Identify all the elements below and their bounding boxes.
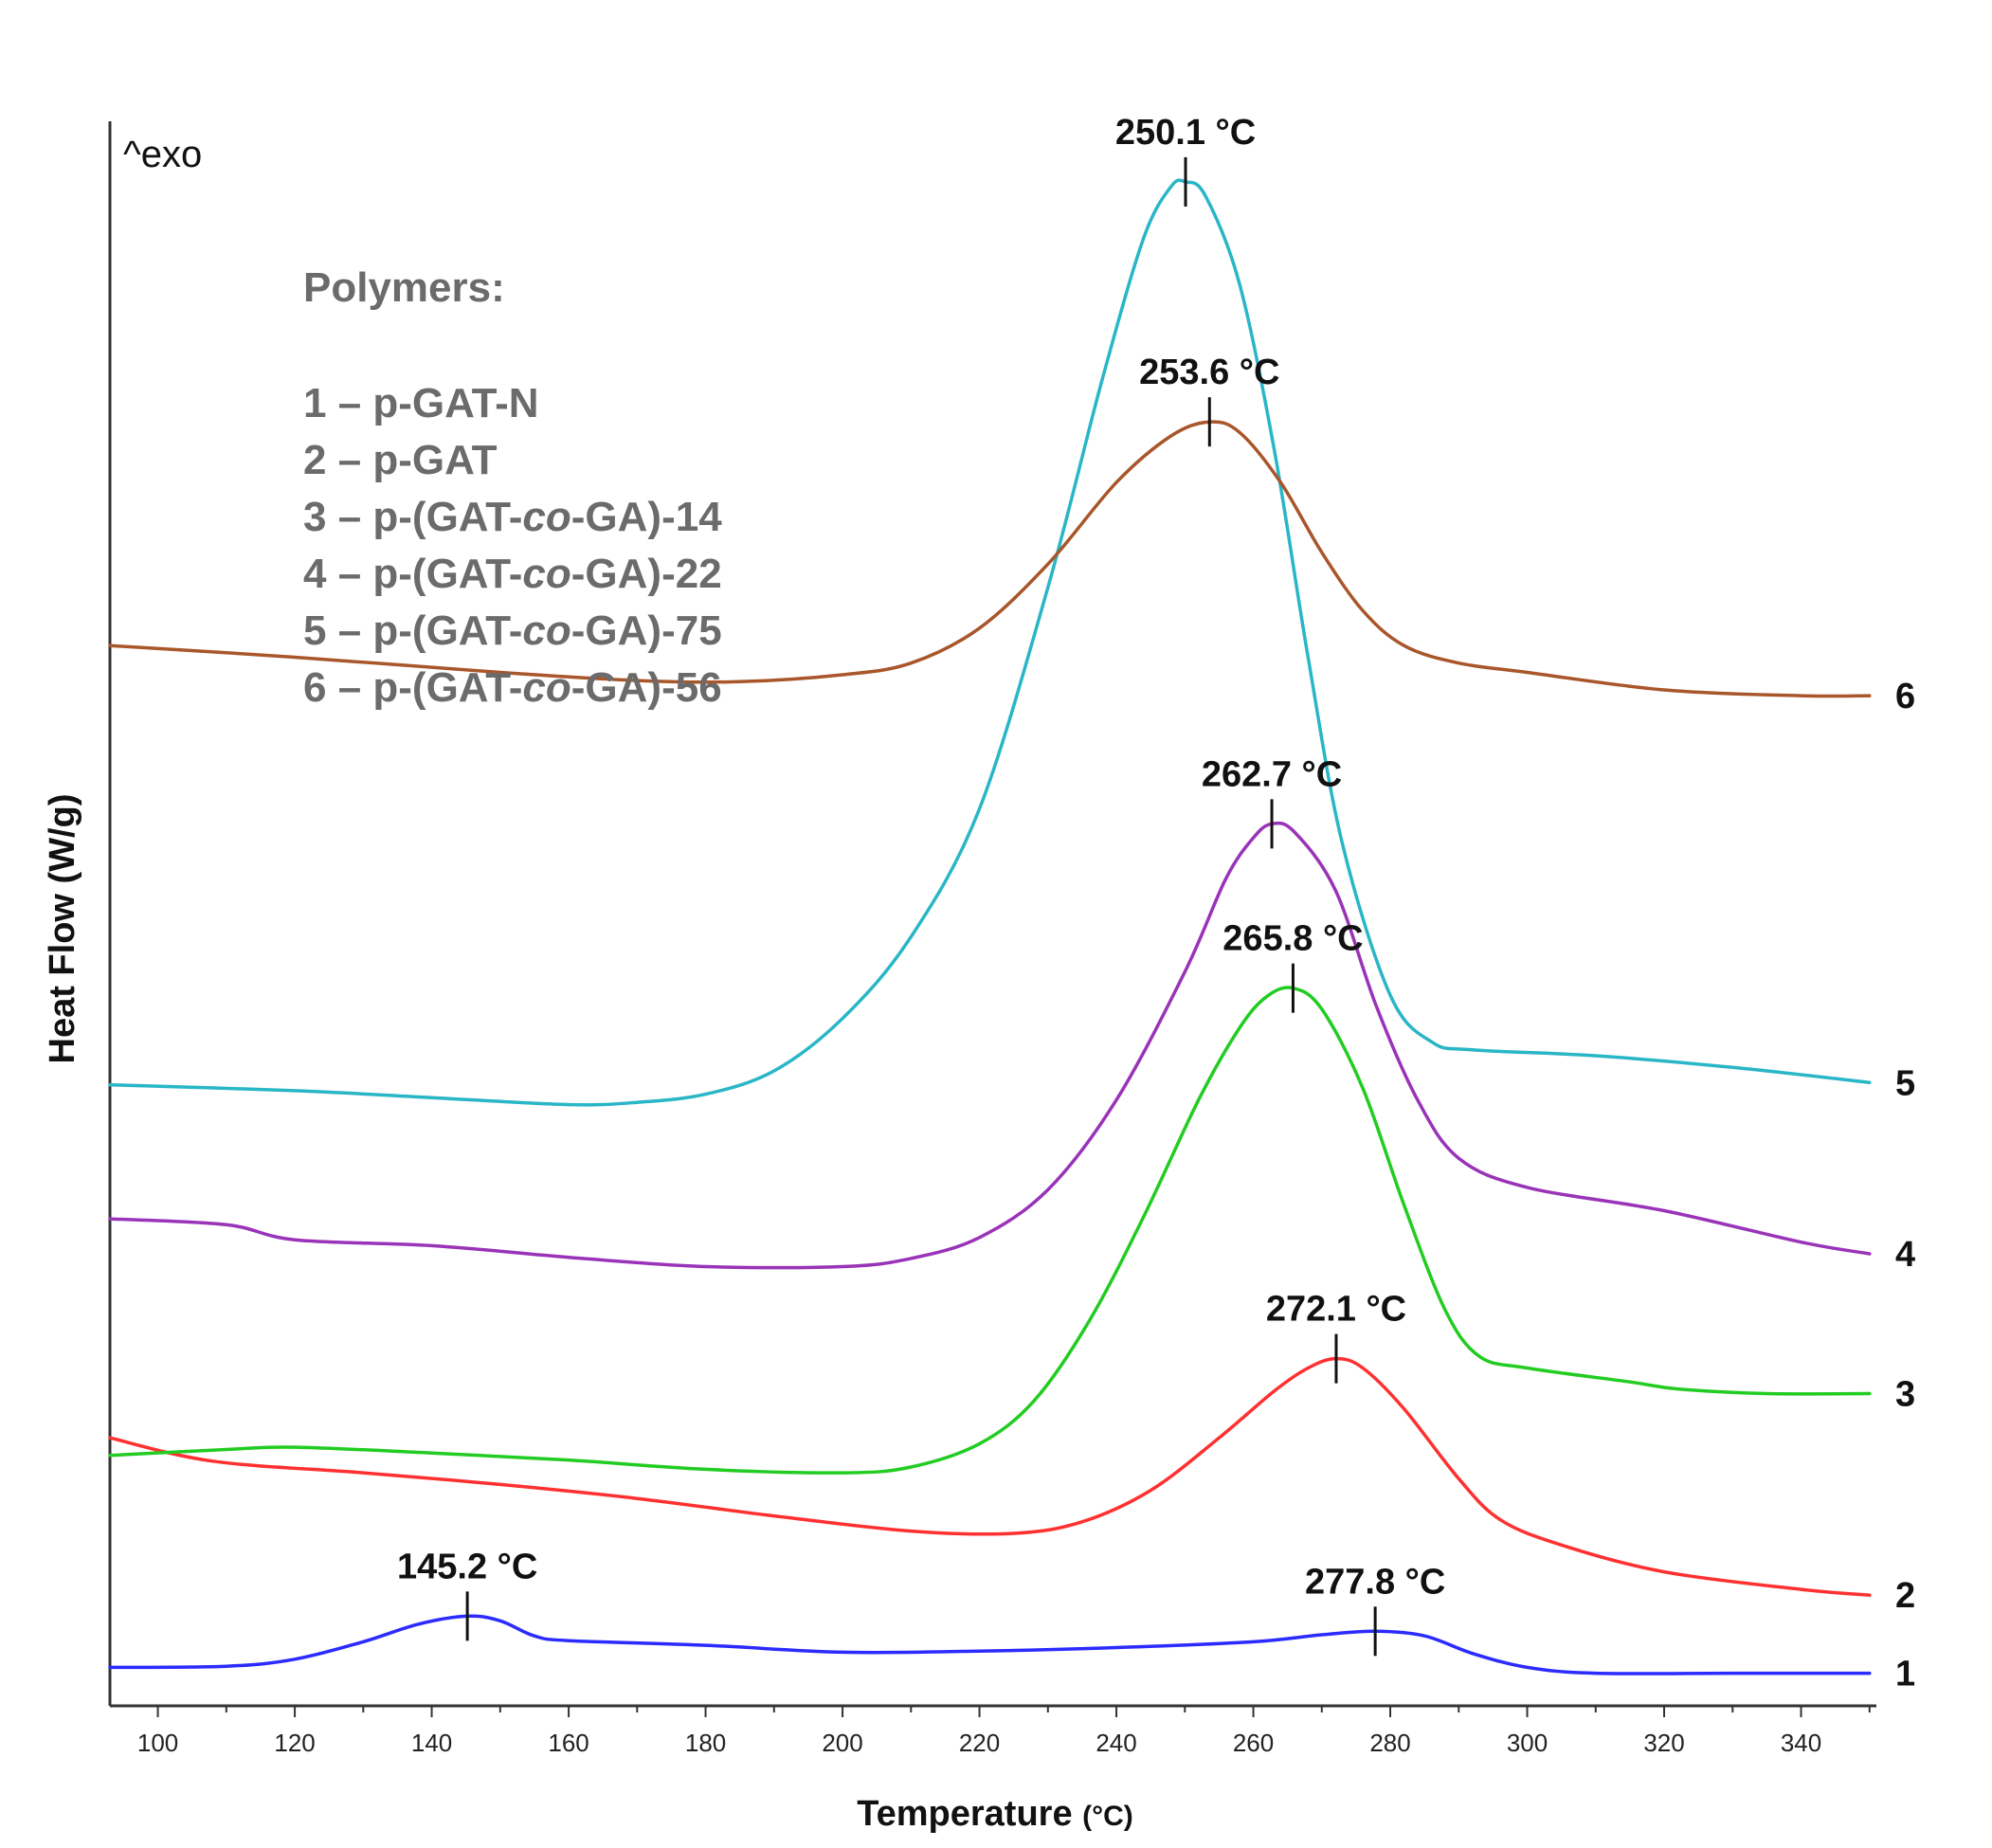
- legend-entry-4: 4 – p-(GAT-co-GA)-22: [303, 551, 722, 597]
- legend-entry-text-1: 1 – p-GAT-N: [303, 380, 539, 426]
- curve-5: [108, 178, 1872, 1107]
- y-axis-title: Heat Flow (W/g): [43, 794, 82, 1064]
- legend: Polymers: 1 – p-GAT-N 2 – p-GAT 3 – p-(GAT…: [303, 264, 722, 711]
- legend-entry-text-4: 4 – p-(GAT-: [303, 551, 522, 597]
- curve-6: [108, 420, 1872, 698]
- x-axis-ticks: 100 120 140 160 180 200 220 240 260 280 300 320 340: [137, 1706, 1871, 1757]
- curve-label-2: 2: [1895, 1576, 1915, 1616]
- x-tick-label-240: 240: [1096, 1729, 1136, 1757]
- x-tick-label-180: 180: [685, 1729, 726, 1757]
- legend-entry-6: 6 – p-(GAT-co-GA)-56: [303, 664, 722, 711]
- legend-entry-italic-5: co: [522, 607, 570, 654]
- curve-4: [108, 821, 1872, 1270]
- peak-label-1-0: 145.2 °C: [397, 1547, 537, 1586]
- legend-entry-text-3: 3 – p-(GAT-: [303, 494, 522, 540]
- x-tick-label-140: 140: [411, 1729, 452, 1757]
- x-tick-label-340: 340: [1781, 1729, 1821, 1757]
- exo-indicator: ^exo: [123, 134, 202, 175]
- peak-label-1-1: 277.8 °C: [1305, 1562, 1445, 1602]
- x-axis-title-unit: (°C): [1082, 1801, 1133, 1832]
- legend-entry-italic-4: co: [522, 551, 570, 597]
- peak-label-2-0: 272.1 °C: [1266, 1290, 1406, 1330]
- legend-entry-2: 2 – p-GAT: [303, 437, 498, 483]
- curve-1: [108, 1614, 1872, 1676]
- peak-markers-layer: 145.2 °C 277.8 °C 272.1 °C 265.8 °C 262.7 °C…: [397, 113, 1445, 1657]
- x-axis-title: Temperature (°C): [857, 1794, 1133, 1834]
- curve-2: [108, 1356, 1872, 1597]
- curve-end-labels: 1 2 3 4 5 6: [1895, 677, 1915, 1694]
- x-tick-label-120: 120: [274, 1729, 315, 1757]
- curve-label-5: 5: [1895, 1063, 1915, 1103]
- legend-entry-italic-6: co: [522, 664, 570, 711]
- peak-label-5-0: 250.1 °C: [1115, 113, 1256, 153]
- curve-label-1: 1: [1895, 1655, 1915, 1694]
- x-tick-label-200: 200: [822, 1729, 862, 1757]
- legend-entry-1: 1 – p-GAT-N: [303, 380, 539, 426]
- x-tick-label-160: 160: [548, 1729, 589, 1757]
- x-tick-label-220: 220: [959, 1729, 1000, 1757]
- curve-3: [108, 986, 1872, 1475]
- legend-entry-text-2: 2 – p-GAT: [303, 437, 498, 483]
- x-tick-label-280: 280: [1369, 1729, 1410, 1757]
- curve-label-6: 6: [1895, 677, 1915, 716]
- legend-entry-suffix-5: -GA)-75: [571, 607, 722, 654]
- x-tick-label-320: 320: [1643, 1729, 1684, 1757]
- peak-label-4-0: 262.7 °C: [1202, 754, 1342, 794]
- x-tick-label-260: 260: [1233, 1729, 1274, 1757]
- x-tick-label-100: 100: [137, 1729, 178, 1757]
- legend-entry-5: 5 – p-(GAT-co-GA)-75: [303, 607, 722, 654]
- legend-entry-suffix-6: -GA)-56: [571, 664, 722, 711]
- x-axis-title-text: Temperature: [857, 1794, 1072, 1834]
- legend-entry-3: 3 – p-(GAT-co-GA)-14: [303, 494, 722, 540]
- legend-entry-italic-3: co: [522, 494, 570, 540]
- peak-label-3-0: 265.8 °C: [1222, 919, 1363, 959]
- peak-label-6-0: 253.6 °C: [1139, 353, 1279, 392]
- legend-entry-text-5: 5 – p-(GAT-: [303, 607, 522, 654]
- curve-label-4: 4: [1895, 1235, 1915, 1275]
- legend-entry-suffix-3: -GA)-14: [571, 494, 722, 540]
- curves-layer: [108, 178, 1872, 1676]
- legend-title: Polymers:: [303, 264, 505, 311]
- curve-label-3: 3: [1895, 1375, 1915, 1415]
- legend-entry-suffix-4: -GA)-22: [571, 551, 722, 597]
- legend-entry-text-6: 6 – p-(GAT-: [303, 664, 522, 711]
- x-tick-label-300: 300: [1507, 1729, 1548, 1757]
